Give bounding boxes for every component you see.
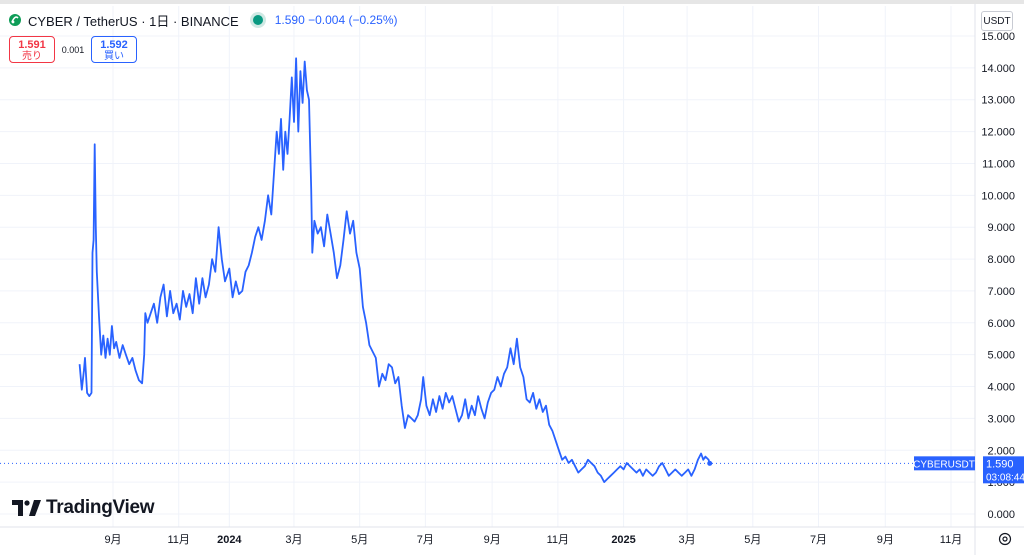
tradingview-logo-icon (12, 500, 41, 516)
x-tick-label: 2025 (611, 534, 635, 546)
currency-selector[interactable]: USDT (981, 11, 1013, 31)
x-tick-label: 11月 (940, 534, 962, 546)
buy-label: 買い (104, 51, 124, 62)
y-tick-label: 4.000 (987, 382, 1015, 394)
y-tick-label: 14.000 (981, 63, 1015, 75)
x-tick-label: 3月 (285, 534, 302, 546)
y-tick-label: 13.000 (981, 95, 1015, 107)
grid (0, 6, 975, 527)
tradingview-logo[interactable]: TradingView (12, 497, 155, 519)
last-price-label: 1.590 (986, 458, 1014, 470)
y-tick-label: 10.000 (981, 190, 1015, 202)
spread-value: 0.001 (61, 44, 85, 55)
y-tick-label: 9.000 (987, 222, 1015, 234)
price-change: 1.590 −0.004 (−0.25%) (274, 13, 398, 27)
series-layer (0, 57, 975, 483)
buy-button[interactable]: 1.592 買い (91, 36, 137, 63)
x-tick-label: 7月 (417, 534, 434, 546)
y-tick-label: 5.000 (987, 350, 1015, 362)
buy-price: 1.592 (100, 39, 128, 51)
trade-panel: 1.591 売り 0.001 1.592 買い (9, 36, 137, 63)
x-tick-label: 9月 (104, 534, 121, 546)
last-point (707, 460, 713, 466)
y-tick-label: 3.000 (987, 413, 1015, 425)
x-tick-label: 5月 (351, 534, 368, 546)
sell-label: 売り (22, 51, 42, 62)
x-tick-label: 9月 (877, 534, 894, 546)
y-tick-label: 0.000 (987, 509, 1015, 521)
y-tick-label: 7.000 (987, 286, 1015, 298)
y-tick-label: 12.000 (981, 127, 1015, 139)
y-tick-label: 11.000 (982, 158, 1015, 170)
y-tick-label: 8.000 (987, 254, 1015, 266)
gear-icon[interactable] (997, 531, 1013, 547)
price-line (78, 57, 711, 483)
countdown-label: 03:08:44 (986, 472, 1024, 483)
symbol-header[interactable]: CYBER / TetherUS · 1日 · BINANCE 1.590 −0… (8, 11, 397, 29)
sell-button[interactable]: 1.591 売り (9, 36, 55, 63)
cyber-token-icon (9, 14, 21, 26)
live-status-indicator (252, 15, 263, 25)
symbol-title: CYBER / TetherUS · 1日 · BINANCE (28, 13, 239, 29)
axes: 0.0001.0002.0003.0004.0005.0006.0007.000… (0, 4, 1024, 555)
x-tick-label: 9月 (484, 534, 501, 546)
y-tick-label: 2.000 (987, 445, 1015, 457)
y-tick-label: 6.000 (987, 318, 1015, 330)
x-tick-label: 2024 (217, 534, 242, 546)
sell-price: 1.591 (18, 39, 46, 51)
x-tick-label: 11月 (167, 534, 189, 546)
y-tick-label: 15.000 (981, 31, 1015, 43)
top-border (0, 0, 1024, 4)
x-tick-label: 11月 (547, 534, 569, 546)
last-price-badge (983, 456, 1024, 484)
x-tick-label: 7月 (810, 534, 827, 546)
x-tick-label: 3月 (679, 534, 696, 546)
series-tag (914, 456, 975, 471)
x-tick-label: 5月 (744, 534, 761, 546)
logo-text: TradingView (46, 497, 155, 518)
series-tag-label: CYBERUSDT (913, 459, 975, 470)
